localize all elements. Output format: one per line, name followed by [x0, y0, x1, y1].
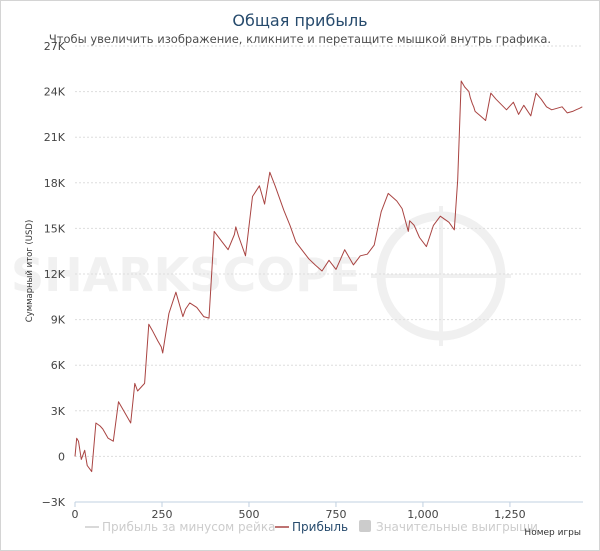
y-axis-title: Суммарный итог (USD)	[25, 220, 35, 323]
y-tick-label: 3K	[51, 405, 66, 418]
y-tick-label: 6K	[51, 359, 66, 372]
grid-lines	[75, 45, 583, 503]
x-tick-label: 0	[72, 508, 79, 521]
y-tick-label: 21K	[44, 131, 66, 144]
legend-label: Прибыль за минусом рейка	[102, 520, 275, 534]
x-tick-label: 1,250	[494, 508, 526, 521]
chart-subtitle: Чтобы увеличить изображение, кликните и …	[49, 32, 551, 46]
y-tick-label: 12K	[44, 268, 66, 281]
y-tick-label: 27K	[44, 40, 66, 53]
legend-item-profit[interactable]: Прибыль	[275, 520, 348, 534]
legend-swatch	[359, 520, 371, 532]
y-tick-label: 0	[58, 450, 65, 463]
y-tick-label: 9K	[51, 314, 66, 327]
legend-item-profit-minus-rake[interactable]: Прибыль за минусом рейка	[85, 520, 275, 534]
x-tick-label: 250	[151, 508, 172, 521]
legend-item-big-wins[interactable]: Значительные выигрыши	[359, 520, 538, 534]
sharkscope-watermark: SHARKSCOPE	[11, 206, 511, 346]
x-tick-label: 750	[325, 508, 346, 521]
x-tick-label: 1,000	[407, 508, 439, 521]
y-tick-label: 18K	[44, 177, 66, 190]
y-tick-label: 15K	[44, 222, 66, 235]
chart-title: Общая прибыль	[232, 11, 367, 30]
legend: Прибыль за минусом рейка Прибыль Значитель…	[85, 520, 538, 534]
series-group[interactable]	[74, 80, 583, 473]
watermark-text: SHARKSCOPE	[11, 248, 360, 302]
legend-label: Прибыль	[292, 520, 348, 534]
y-tick-label: 24K	[44, 86, 66, 99]
series-line-profit[interactable]	[74, 80, 583, 473]
legend-label: Значительные выигрыши	[376, 520, 538, 534]
y-axis-ticks: −3K 0 3K 6K 9K 12K 15K 18K 21K 24K 27K	[42, 40, 66, 509]
y-tick-label: −3K	[42, 496, 66, 509]
x-axis-title: Номер игры	[524, 528, 581, 538]
x-axis-ticks: 0 250 500 750 1,000 1,250	[72, 502, 526, 521]
x-tick-label: 500	[238, 508, 259, 521]
